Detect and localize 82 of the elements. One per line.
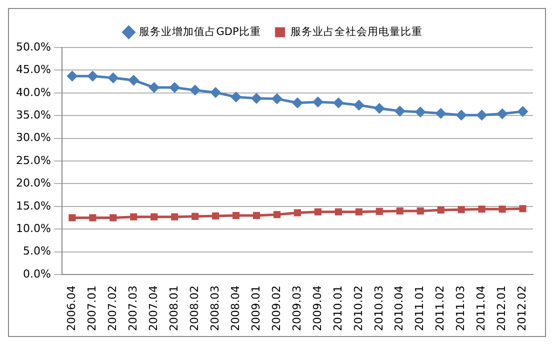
point (376, 208, 383, 215)
point (87, 70, 98, 82)
y-tick-label: 25.0% (16, 154, 51, 167)
point (68, 214, 76, 222)
point (498, 206, 506, 213)
point (353, 100, 364, 111)
x-tick-label: 2012.01 (495, 286, 508, 332)
legend-label: 服务业增加值占GDP比重 (139, 24, 261, 38)
point (273, 211, 281, 218)
point (312, 96, 324, 108)
point (292, 97, 303, 108)
y-tick-label: 35.0% (16, 108, 51, 122)
y-tick-label: 50.0% (16, 40, 51, 54)
x-tick-label: 2010.04 (392, 286, 406, 332)
x-tick-label: 2008.01 (167, 286, 180, 332)
x-tick-label: 2008.02 (188, 286, 201, 332)
point (89, 214, 96, 222)
point (294, 209, 302, 216)
x-tick-label: 2010.03 (372, 286, 386, 332)
point (130, 213, 138, 220)
x-tick-label: 2009.04 (310, 286, 324, 332)
x-tick-label: 2009.01 (249, 286, 262, 332)
point (271, 93, 282, 104)
point (334, 208, 342, 216)
point (66, 70, 78, 82)
point (478, 206, 486, 213)
y-tick-label: 40.0% (16, 86, 51, 99)
x-tick-label: 2011.02 (434, 286, 447, 332)
point (169, 82, 180, 93)
point (314, 208, 322, 216)
point (210, 86, 222, 98)
point (394, 106, 406, 117)
point (437, 206, 444, 214)
point (519, 205, 526, 212)
x-tick-label: 2009.03 (290, 286, 304, 332)
x-tick-label: 2007.02 (106, 286, 120, 332)
point (374, 102, 385, 114)
point (476, 110, 488, 121)
point (171, 213, 178, 220)
point (251, 92, 262, 104)
x-tick-label: 2008.04 (228, 286, 242, 332)
point (414, 106, 426, 118)
point (496, 108, 508, 120)
y-tick-label: 45.0% (16, 63, 51, 76)
point (128, 74, 140, 86)
y-tick-label: 5.0% (22, 244, 51, 258)
point (148, 82, 160, 93)
point (110, 214, 117, 222)
point (396, 207, 404, 214)
point (190, 84, 201, 96)
point (332, 97, 344, 108)
x-tick-label: 2007.04 (146, 286, 160, 332)
point (252, 212, 260, 220)
point (355, 208, 362, 216)
x-tick-label: 2010.01 (331, 286, 344, 332)
x-tick-label: 2012.02 (516, 286, 529, 332)
point (232, 212, 240, 220)
point (458, 206, 465, 214)
y-tick-label: 0.0% (22, 267, 51, 280)
x-tick-label: 2011.01 (413, 286, 426, 332)
x-tick-label: 2007.01 (86, 286, 99, 332)
y-tick-label: 15.0% (16, 199, 51, 212)
x-tick-label: 2008.03 (208, 286, 222, 332)
y-tick-label: 10.0% (16, 222, 51, 235)
point (456, 110, 467, 121)
point (230, 91, 242, 102)
x-tick-label: 2007.03 (126, 286, 140, 332)
point (192, 212, 199, 220)
point (416, 207, 424, 214)
legend-label: 服务业占全社会用电量比重 (290, 24, 423, 38)
x-tick-label: 2010.02 (352, 286, 365, 332)
x-tick-label: 2009.02 (270, 286, 283, 332)
y-tick-label: 20.0% (16, 176, 51, 190)
x-tick-label: 2011.04 (474, 286, 488, 332)
y-tick-label: 30.0% (16, 131, 51, 144)
x-tick-label: 2006.04 (65, 286, 78, 332)
point (108, 72, 119, 84)
point (517, 106, 528, 118)
point (212, 212, 220, 220)
x-tick-label: 2011.03 (454, 286, 468, 332)
point (150, 213, 158, 220)
point (435, 108, 446, 119)
